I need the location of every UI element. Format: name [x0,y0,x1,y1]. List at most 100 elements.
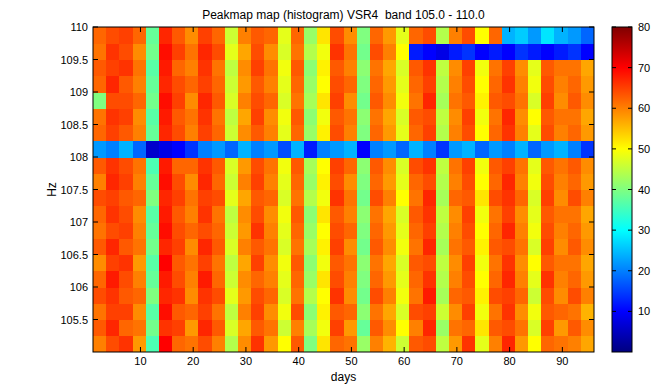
cell [370,60,384,77]
x-tick [193,347,194,352]
y-tick [589,59,594,60]
cell [304,27,318,44]
cell [317,336,331,352]
cell [291,320,305,337]
cell [409,255,423,272]
cell [264,206,278,223]
cell [541,76,555,93]
cell [383,190,397,207]
cell [370,141,384,158]
cell [238,60,252,77]
cell [330,60,344,77]
cell [317,92,331,109]
cell [344,287,358,304]
cell [198,271,212,288]
x-tick-label: 30 [240,355,252,367]
cell [489,255,503,272]
cell [198,303,212,320]
cell [225,222,239,239]
cell [304,141,318,158]
cell [278,125,292,142]
cell [225,255,239,272]
title: Peakmap map (histogram) VSR4 band 105.0 … [202,8,485,22]
cell [238,271,252,288]
cell [212,141,226,158]
cell [146,108,160,125]
cell [370,190,384,207]
cell [568,141,582,158]
cell [238,190,252,207]
cell [370,76,384,93]
cell [212,60,226,77]
cell [502,27,516,44]
cell [344,173,358,190]
cell [304,336,318,352]
cell [106,222,120,239]
cell [317,190,331,207]
cell [172,222,186,239]
y-tick-label: 106 [70,281,88,293]
cell [185,76,199,93]
cell [502,125,516,142]
cell [344,255,358,272]
cell [462,190,476,207]
cell [212,320,226,337]
cell [383,287,397,304]
cell [409,43,423,60]
cell [396,190,410,207]
cell [449,320,463,337]
cell [212,287,226,304]
cell [554,27,568,44]
cell [93,320,107,337]
cell [93,190,107,207]
cell [541,320,555,337]
colorbar-tick-label: 30 [638,224,650,236]
cell [185,320,199,337]
cell [502,206,516,223]
cell [541,92,555,109]
cell [225,173,239,190]
cell [106,92,120,109]
cell [568,76,582,93]
cell [489,27,503,44]
cell [133,76,147,93]
cell [489,60,503,77]
cell [185,336,199,352]
cell [554,125,568,142]
cell [291,108,305,125]
cell [370,255,384,272]
y-tick [589,27,594,28]
cell [436,60,450,77]
cell [185,108,199,125]
cell [146,27,160,44]
cell [475,271,489,288]
cell [93,238,107,255]
cell [489,336,503,352]
cell [304,287,318,304]
cell [409,271,423,288]
cell [304,255,318,272]
cell [528,336,542,352]
y-tick-label: 106.5 [60,249,88,261]
y-tick [589,254,594,255]
cell [357,76,371,93]
cell [159,287,173,304]
cell [409,287,423,304]
colorbar-tick [612,108,616,109]
cell [409,125,423,142]
cell [198,238,212,255]
cell [541,157,555,174]
cell [238,92,252,109]
cell [264,157,278,174]
cell [212,206,226,223]
cell [515,287,529,304]
cell [185,303,199,320]
cell [462,255,476,272]
cell [436,76,450,93]
cell [264,60,278,77]
cell [93,60,107,77]
cell [304,43,318,60]
cell [212,238,226,255]
cell [106,173,120,190]
cell [357,287,371,304]
